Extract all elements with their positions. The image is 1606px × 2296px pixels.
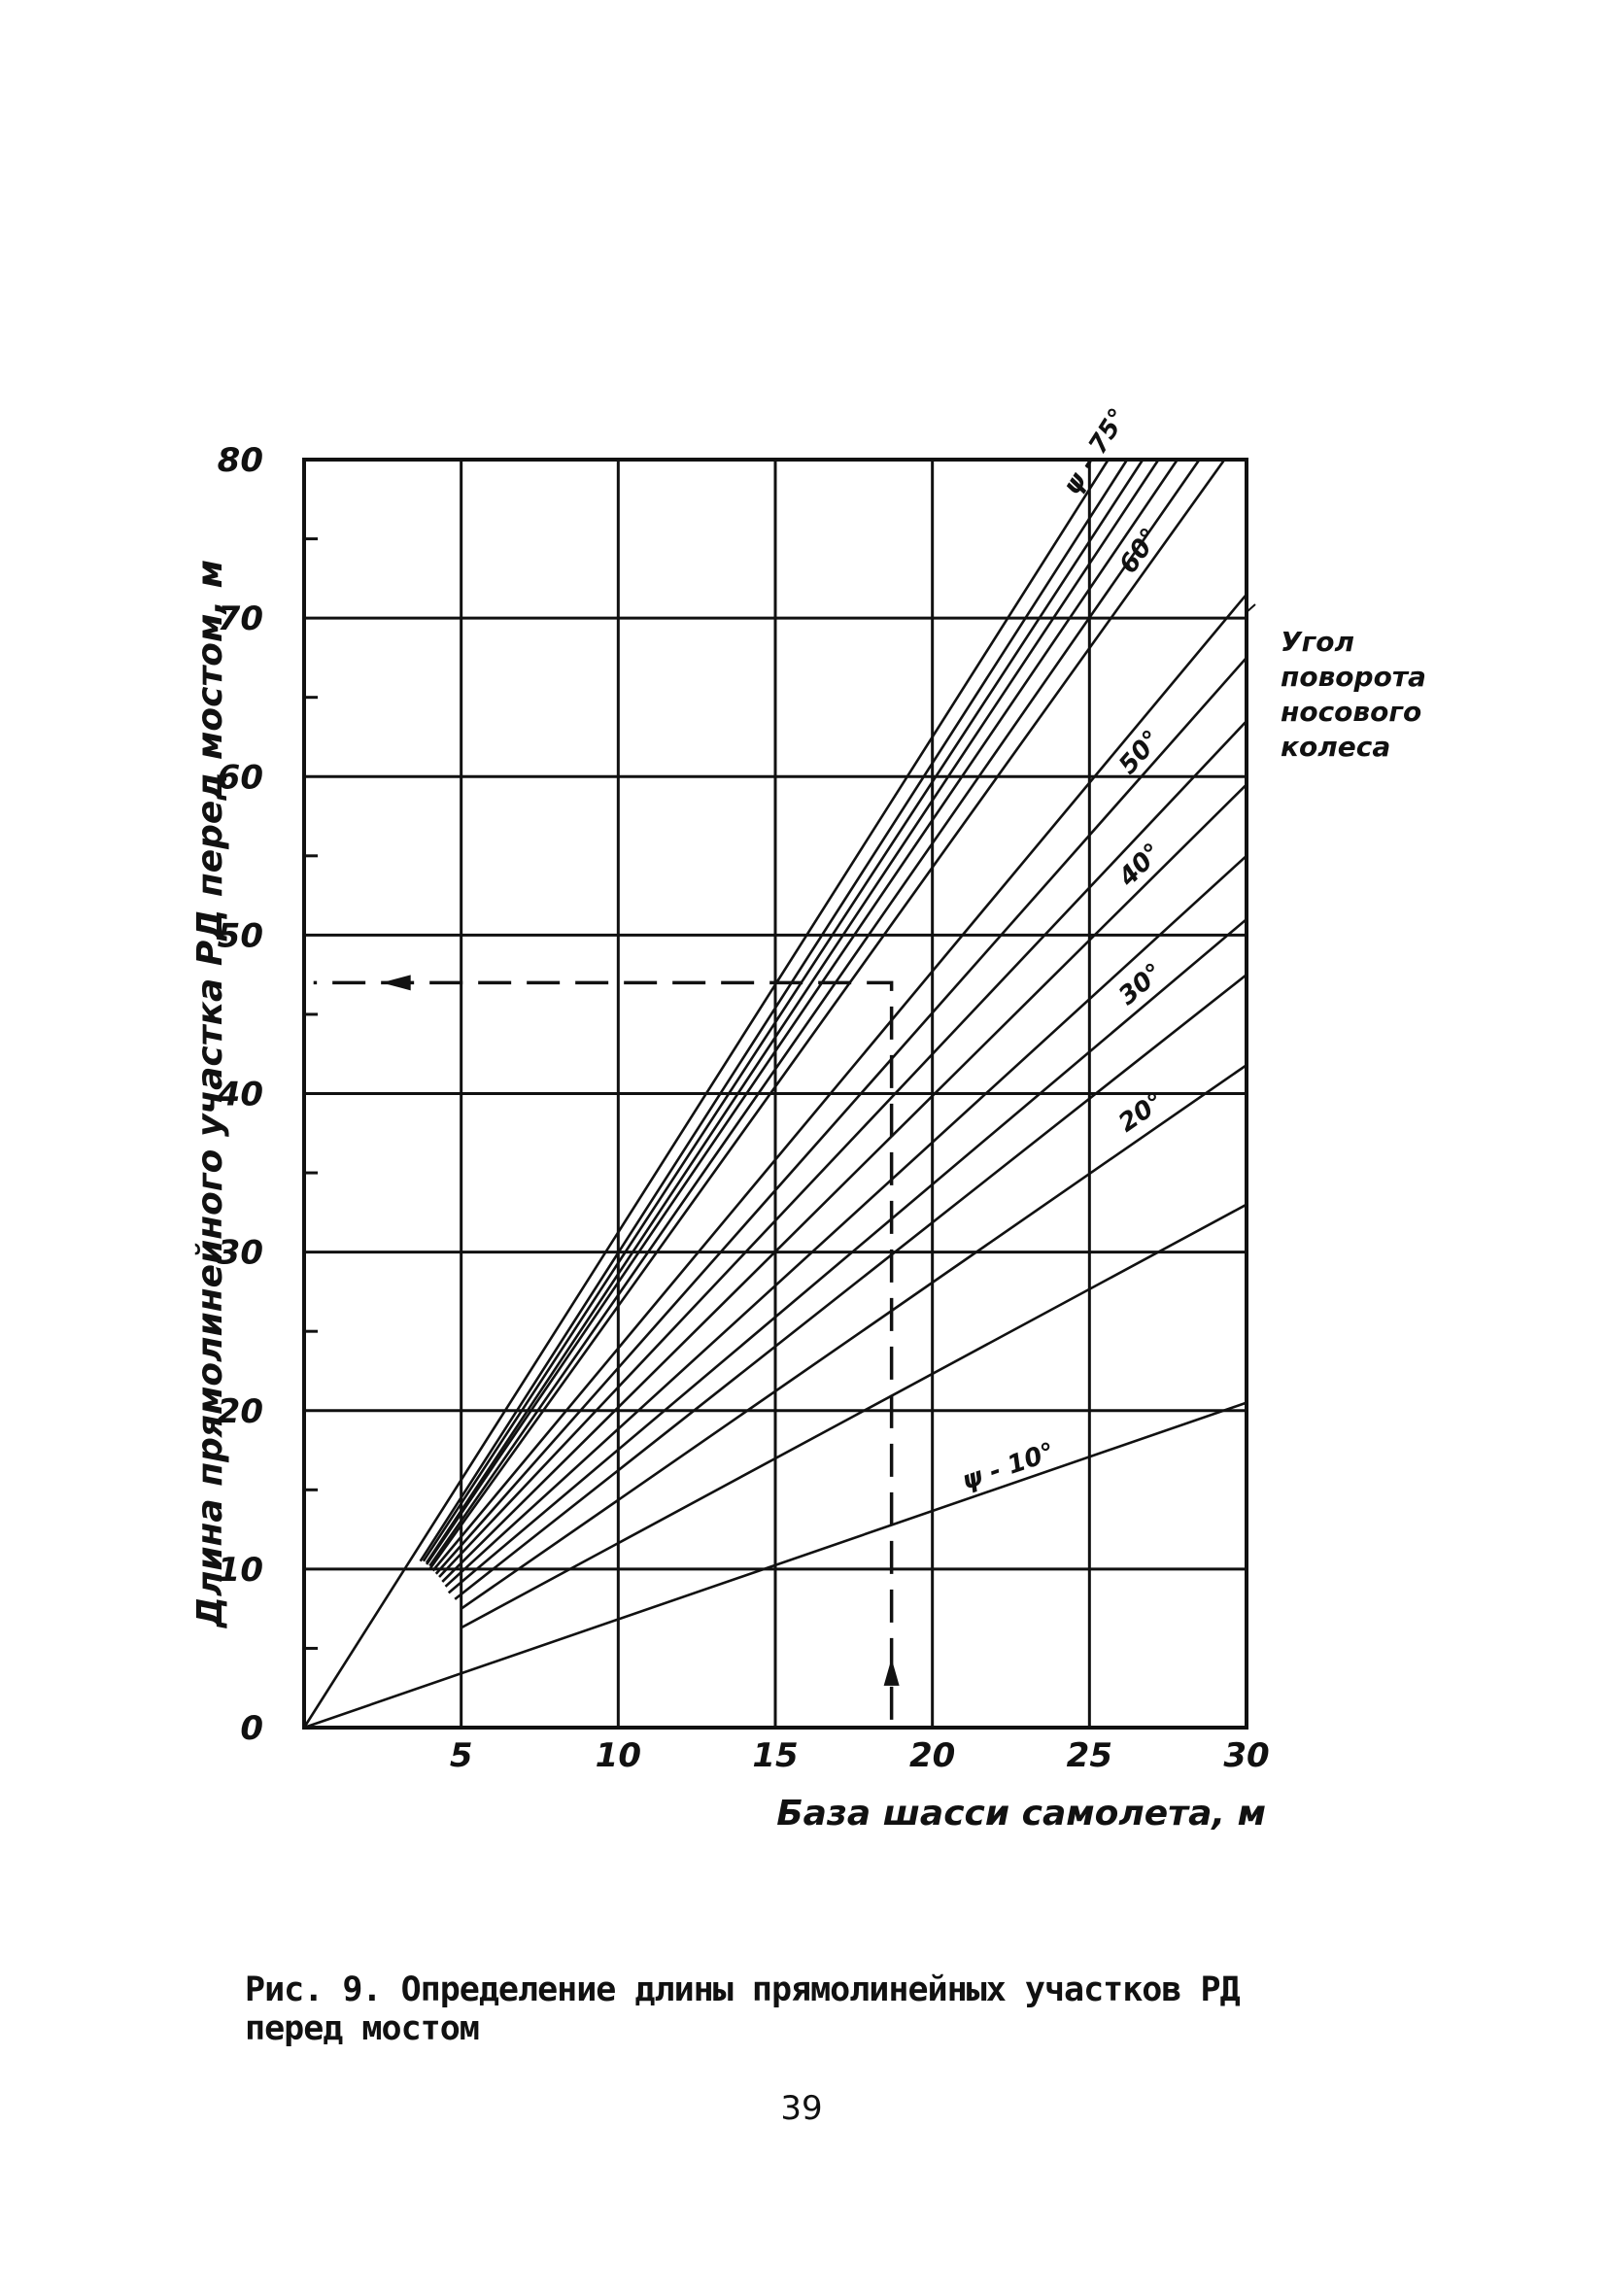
legend-pointer bbox=[1246, 603, 1256, 613]
series-line bbox=[441, 783, 1247, 1583]
x-axis-title: База шасси самолета, м bbox=[776, 1794, 1266, 1833]
curve-label: 50° bbox=[1113, 725, 1167, 780]
x-tick-label: 15 bbox=[752, 1736, 798, 1775]
series-line bbox=[428, 459, 1201, 1567]
series-line bbox=[422, 459, 1145, 1562]
y-tick-label: 30 bbox=[218, 1234, 263, 1273]
curve-label: ψ - 75° bbox=[1057, 403, 1133, 499]
curve-label: ψ - 10° bbox=[958, 1437, 1058, 1496]
series-line bbox=[431, 593, 1247, 1572]
figure-caption: Рис. 9. Определение длины прямолинейных … bbox=[245, 1970, 1362, 2048]
series-line bbox=[426, 459, 1179, 1565]
y-tick-label: 60 bbox=[218, 758, 263, 797]
arrow-left-marker bbox=[381, 975, 411, 991]
x-tick-label: 5 bbox=[450, 1736, 473, 1775]
y-tick-label: 10 bbox=[218, 1551, 263, 1590]
x-tick-label: 20 bbox=[909, 1736, 955, 1775]
series-line bbox=[461, 1203, 1247, 1629]
legend-title-line: колеса bbox=[1281, 731, 1390, 763]
arrow-up-marker bbox=[883, 1658, 900, 1686]
y-tick-label: 20 bbox=[218, 1392, 263, 1431]
series-line bbox=[438, 720, 1247, 1578]
series-line bbox=[460, 1064, 1247, 1610]
x-tick-label: 10 bbox=[596, 1736, 641, 1775]
series-line bbox=[419, 459, 1129, 1562]
series-line bbox=[434, 657, 1247, 1575]
caption-line-1: Рис. 9. Определение длины прямолинейных … bbox=[245, 1970, 1241, 2009]
legend-title-line: носового bbox=[1281, 696, 1421, 728]
series-line bbox=[303, 1401, 1247, 1730]
x-tick-label: 25 bbox=[1067, 1736, 1112, 1775]
y-tick-label: 50 bbox=[218, 916, 263, 955]
grid bbox=[302, 458, 1248, 1730]
legend-title-line: поворота bbox=[1281, 661, 1426, 693]
curve-label: 40° bbox=[1112, 838, 1168, 893]
x-tick-label: 30 bbox=[1223, 1736, 1269, 1775]
series-line bbox=[444, 854, 1247, 1588]
legend-title-line: Угол bbox=[1281, 626, 1354, 658]
curve-label: 30° bbox=[1113, 958, 1169, 1011]
caption-line-2: перед мостом bbox=[245, 2009, 480, 2048]
series-line bbox=[447, 918, 1247, 1594]
y-tick-label: 70 bbox=[218, 600, 263, 638]
y-axis-title: Длина прямолинейного участка РД перед мо… bbox=[190, 560, 230, 1628]
series-line bbox=[454, 974, 1247, 1600]
plot-frame bbox=[302, 458, 1248, 1730]
y-tick-label: 80 bbox=[218, 441, 263, 480]
series-lines bbox=[302, 459, 1247, 1730]
series-line bbox=[302, 459, 1110, 1729]
page-number: 39 bbox=[780, 2089, 823, 2128]
y-tick-label: 40 bbox=[217, 1076, 263, 1114]
series-line bbox=[428, 459, 1226, 1570]
y-tick-label: 0 bbox=[240, 1709, 263, 1748]
example-path bbox=[313, 975, 900, 1720]
series-line bbox=[426, 459, 1160, 1564]
example-dashed-line bbox=[313, 980, 894, 1720]
